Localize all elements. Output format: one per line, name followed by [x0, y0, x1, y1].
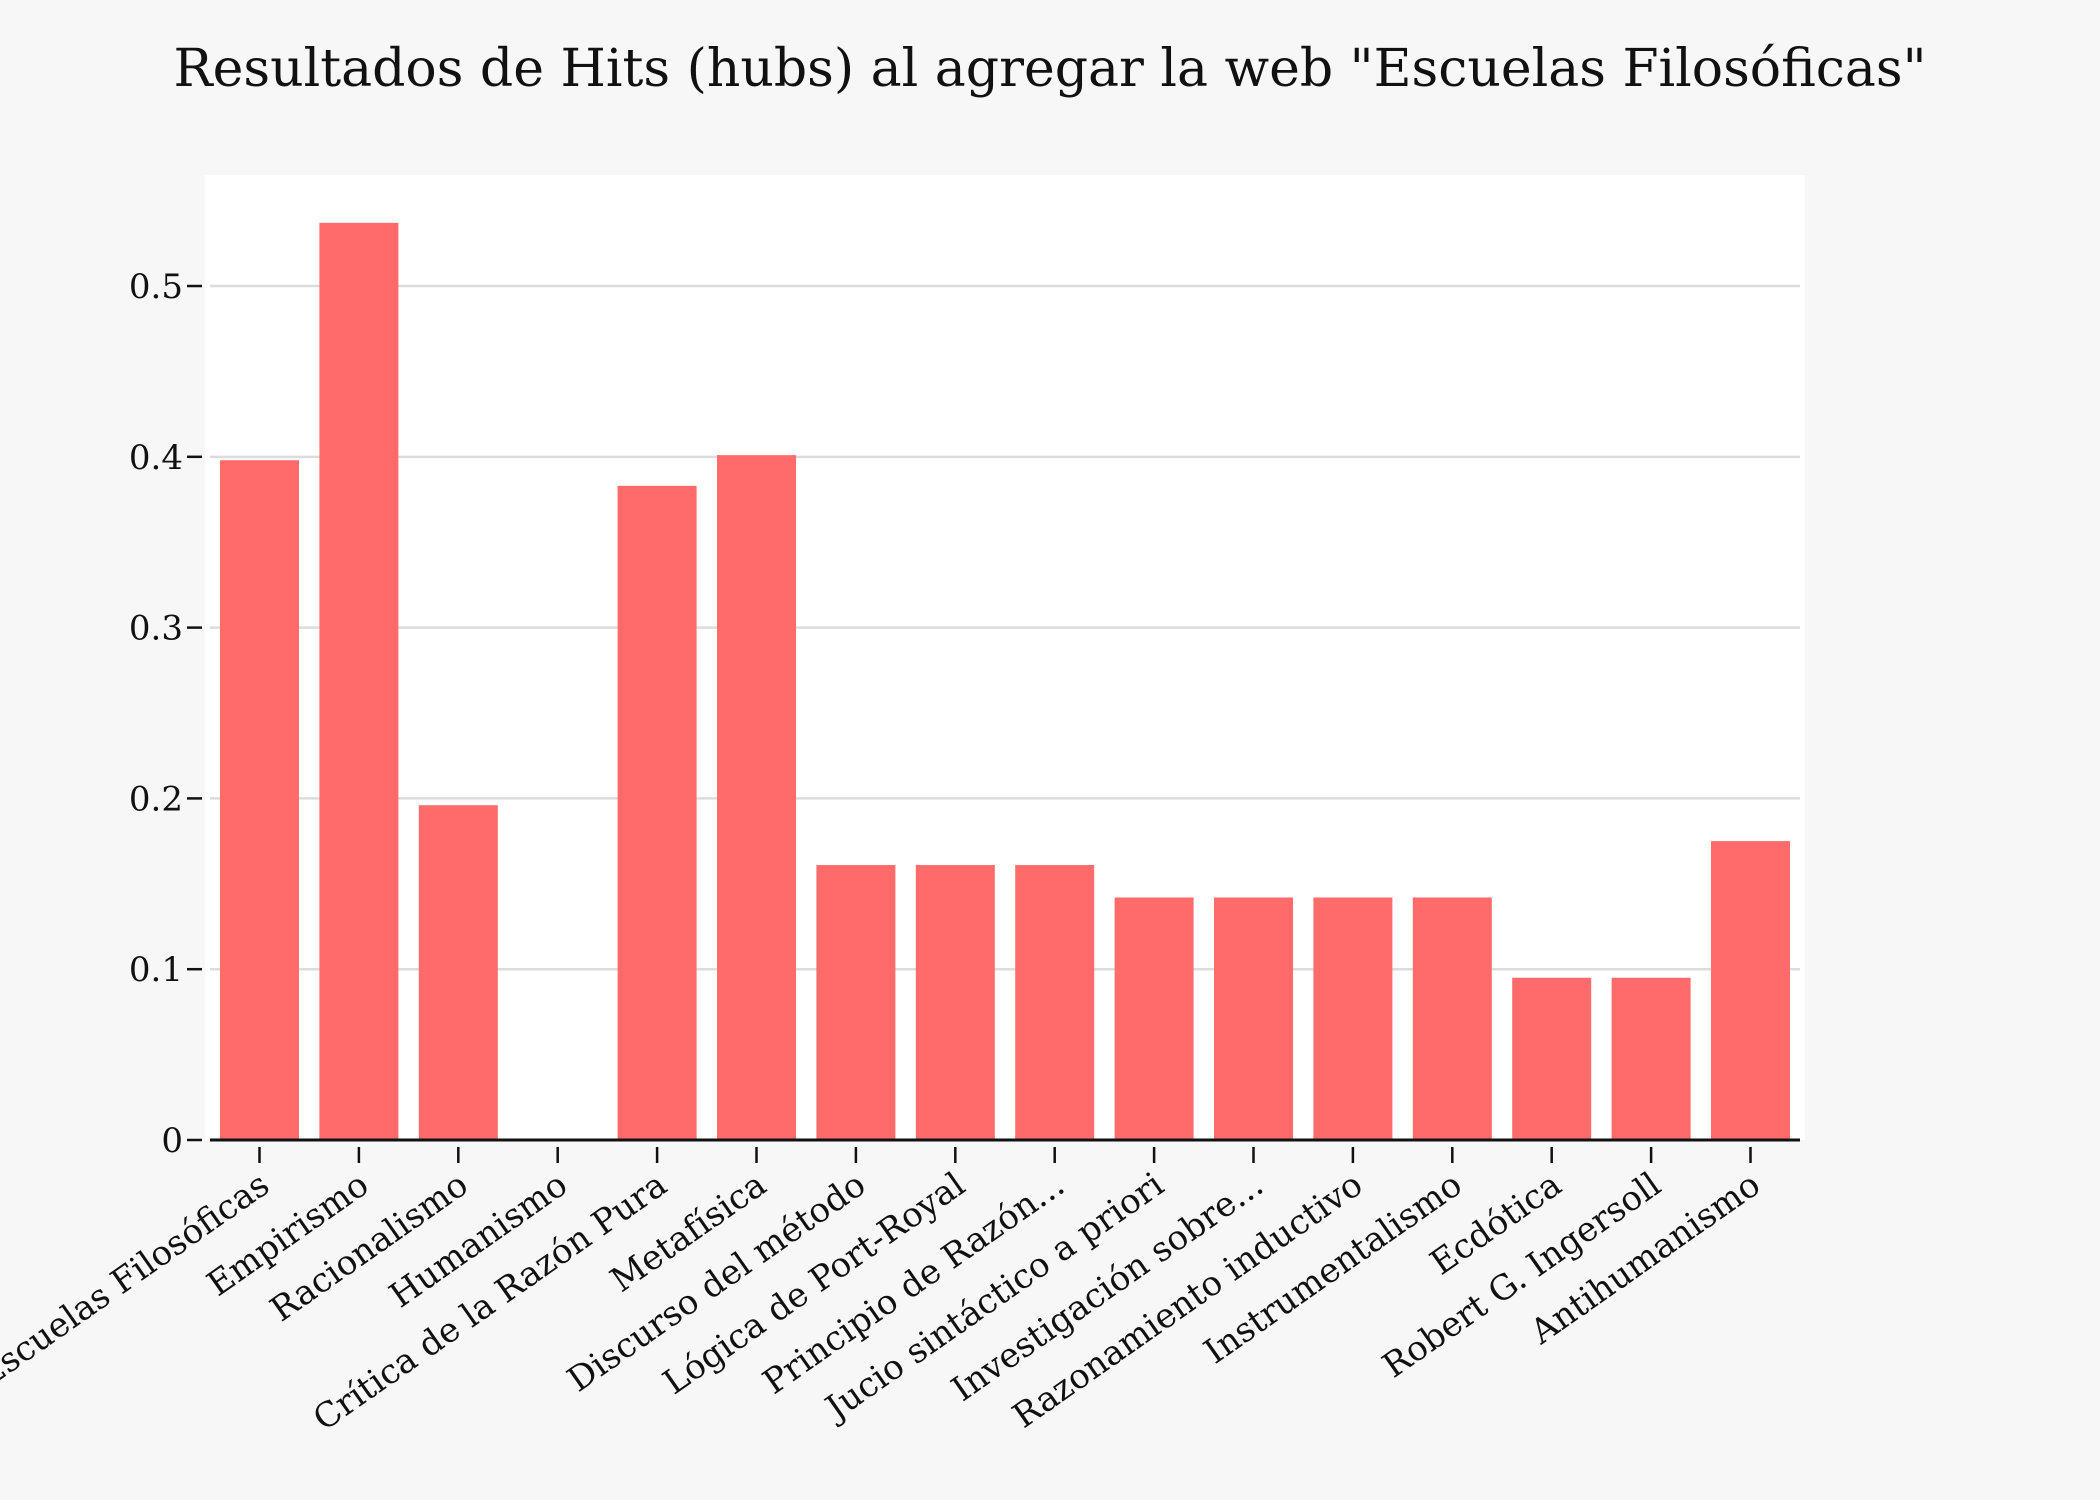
y-tick-label: 0.3 [129, 609, 183, 649]
bar [418, 805, 498, 1140]
bars [220, 222, 1790, 1141]
bar [1412, 897, 1492, 1140]
y-tick-label: 0.1 [129, 950, 183, 990]
y-tick-label: 0.4 [129, 438, 183, 478]
bar [1512, 977, 1592, 1140]
bar [220, 460, 299, 1140]
bar [915, 865, 995, 1140]
bar [1611, 977, 1691, 1140]
bar [1015, 865, 1095, 1140]
bar [319, 222, 399, 1141]
y-tick-label: 0.5 [129, 267, 183, 307]
y-tick-label: 0 [161, 1121, 183, 1161]
chart-title: Resultados de Hits (hubs) al agregar la … [173, 39, 1926, 99]
bar [617, 485, 697, 1140]
bar [1711, 841, 1790, 1140]
bar [717, 455, 796, 1140]
bar [1114, 897, 1194, 1140]
bar [1313, 897, 1393, 1140]
bar [816, 865, 896, 1140]
y-tick-label: 0.2 [129, 779, 183, 819]
bar [1214, 897, 1293, 1140]
